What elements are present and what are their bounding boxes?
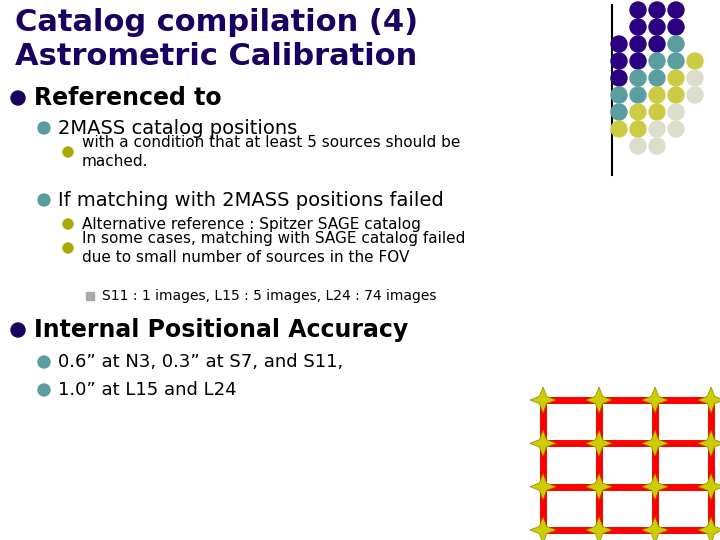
Polygon shape — [698, 430, 720, 456]
Circle shape — [63, 147, 73, 157]
Polygon shape — [586, 430, 612, 456]
Text: If matching with 2MASS positions failed: If matching with 2MASS positions failed — [58, 191, 444, 210]
Circle shape — [649, 138, 665, 154]
Circle shape — [668, 87, 684, 103]
Circle shape — [611, 53, 627, 69]
Text: S11 : 1 images, L15 : 5 images, L24 : 74 images: S11 : 1 images, L15 : 5 images, L24 : 74… — [102, 289, 436, 303]
Circle shape — [11, 323, 25, 337]
Circle shape — [668, 70, 684, 86]
Circle shape — [630, 138, 646, 154]
Polygon shape — [642, 430, 668, 456]
Polygon shape — [530, 387, 556, 413]
Polygon shape — [586, 474, 612, 500]
Circle shape — [687, 53, 703, 69]
Text: 2MASS catalog positions: 2MASS catalog positions — [58, 118, 297, 138]
Circle shape — [649, 19, 665, 35]
Circle shape — [630, 53, 646, 69]
Circle shape — [630, 2, 646, 18]
Circle shape — [649, 2, 665, 18]
Bar — [543, 400, 711, 530]
Text: Astrometric Calibration: Astrometric Calibration — [15, 42, 418, 71]
Circle shape — [649, 121, 665, 137]
Polygon shape — [698, 474, 720, 500]
Circle shape — [38, 356, 50, 368]
Polygon shape — [642, 517, 668, 540]
Circle shape — [611, 104, 627, 120]
Polygon shape — [586, 517, 612, 540]
Text: Alternative reference : Spitzer SAGE catalog: Alternative reference : Spitzer SAGE cat… — [82, 217, 421, 232]
Text: with a condition that at least 5 sources should be
mached.: with a condition that at least 5 sources… — [82, 135, 460, 169]
Text: 1.0” at L15 and L24: 1.0” at L15 and L24 — [58, 381, 237, 399]
Circle shape — [63, 219, 73, 229]
Circle shape — [38, 384, 50, 396]
Polygon shape — [586, 387, 612, 413]
Polygon shape — [642, 387, 668, 413]
Circle shape — [649, 70, 665, 86]
Circle shape — [630, 104, 646, 120]
Circle shape — [649, 53, 665, 69]
Circle shape — [687, 87, 703, 103]
Text: Internal Positional Accuracy: Internal Positional Accuracy — [34, 318, 408, 342]
Text: Referenced to: Referenced to — [34, 86, 222, 110]
Circle shape — [668, 2, 684, 18]
Circle shape — [611, 121, 627, 137]
Circle shape — [649, 36, 665, 52]
Circle shape — [649, 104, 665, 120]
Circle shape — [630, 87, 646, 103]
Circle shape — [649, 87, 665, 103]
Text: Catalog compilation (4): Catalog compilation (4) — [15, 8, 418, 37]
Circle shape — [668, 121, 684, 137]
Polygon shape — [530, 474, 556, 500]
Circle shape — [11, 91, 25, 105]
Circle shape — [687, 70, 703, 86]
Circle shape — [668, 36, 684, 52]
Circle shape — [630, 121, 646, 137]
Circle shape — [611, 36, 627, 52]
Circle shape — [38, 122, 50, 134]
Polygon shape — [698, 387, 720, 413]
Circle shape — [630, 36, 646, 52]
Polygon shape — [530, 430, 556, 456]
Circle shape — [38, 194, 50, 206]
Text: In some cases, matching with SAGE catalog failed
due to small number of sources : In some cases, matching with SAGE catalo… — [82, 231, 465, 265]
Circle shape — [630, 19, 646, 35]
Circle shape — [611, 87, 627, 103]
Polygon shape — [698, 517, 720, 540]
Text: 0.6” at N3, 0.3” at S7, and S11,: 0.6” at N3, 0.3” at S7, and S11, — [58, 353, 343, 371]
Polygon shape — [530, 517, 556, 540]
Polygon shape — [642, 474, 668, 500]
Circle shape — [611, 70, 627, 86]
Bar — [86, 292, 94, 300]
Circle shape — [668, 19, 684, 35]
Circle shape — [630, 70, 646, 86]
Circle shape — [668, 53, 684, 69]
Circle shape — [63, 243, 73, 253]
Circle shape — [668, 104, 684, 120]
